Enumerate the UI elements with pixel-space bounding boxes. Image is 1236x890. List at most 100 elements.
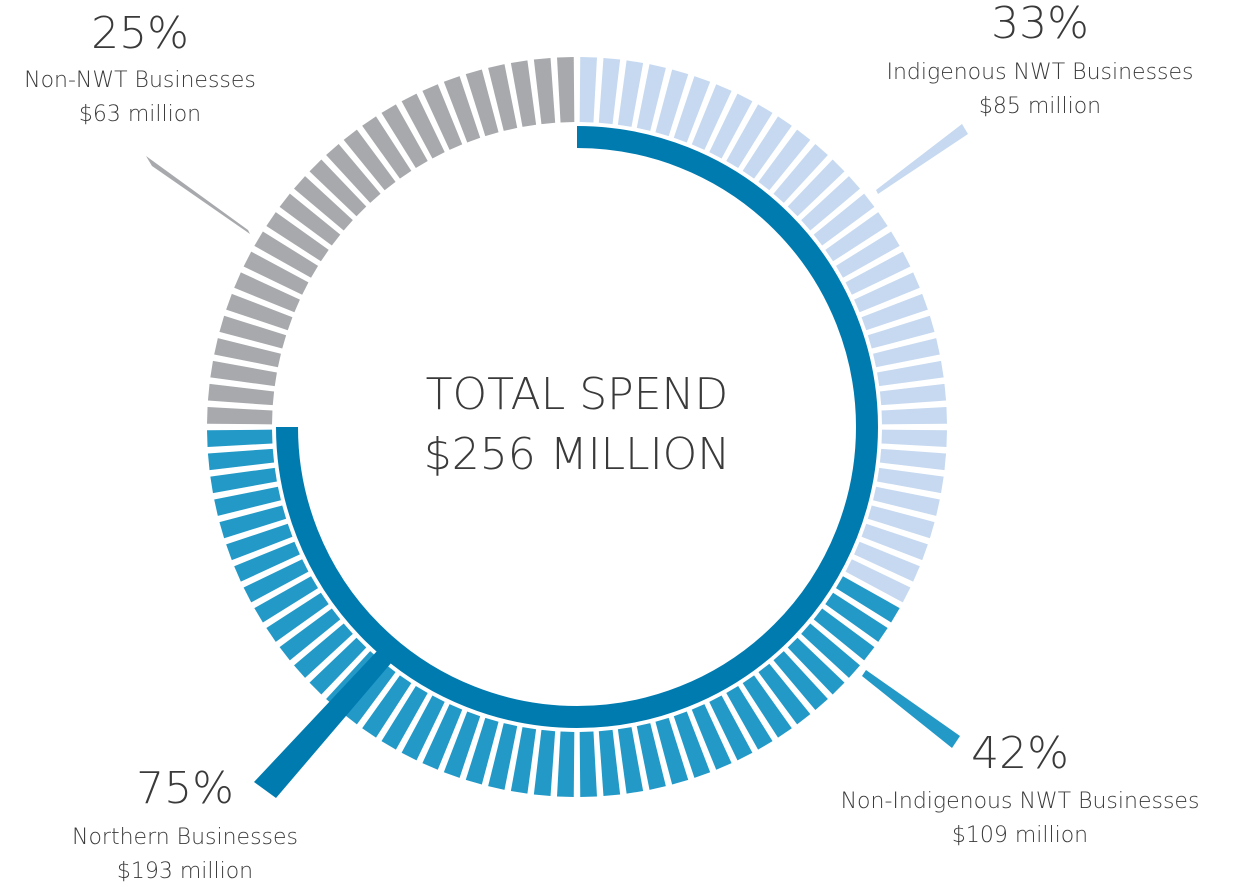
ring-segment <box>877 467 944 494</box>
ring-segment <box>234 541 300 582</box>
ring-segment <box>533 729 556 797</box>
ring-segment <box>243 251 309 295</box>
ring-segment <box>617 60 644 127</box>
ring-segment <box>443 711 481 778</box>
slice-percent: 33% <box>991 0 1089 49</box>
ring-segment <box>787 159 845 217</box>
ring-segment <box>266 212 329 262</box>
ring-segment <box>243 559 309 603</box>
ring-segment <box>742 675 792 738</box>
slice-name: Non-NWT Businesses <box>24 68 256 93</box>
ring-segment <box>226 523 293 561</box>
ring-segment <box>655 717 689 785</box>
ring-segment <box>873 338 940 368</box>
ring-segment <box>254 231 319 278</box>
ring-segment <box>422 704 463 770</box>
ring-segment <box>579 57 597 123</box>
ring-segment <box>726 104 773 169</box>
ring-segment <box>210 360 277 387</box>
ring-segment <box>598 57 621 125</box>
ring-segment <box>226 293 293 331</box>
ring-segment <box>636 723 666 790</box>
ring-segment <box>207 429 273 447</box>
ring-segment <box>214 338 281 368</box>
leader-line <box>254 650 392 798</box>
ring-segment <box>309 159 367 217</box>
ring-segment <box>309 637 367 695</box>
leader-line <box>146 156 250 234</box>
ring-segment <box>867 315 935 349</box>
ring-segment <box>813 608 875 661</box>
ring-segment <box>636 64 666 131</box>
ring-segment <box>691 84 732 150</box>
ring-segment <box>673 711 711 778</box>
ring-segment <box>279 608 341 661</box>
ring-segment <box>465 69 499 137</box>
ring-segment <box>758 663 811 725</box>
ring-segment <box>709 695 753 761</box>
ring-segment <box>488 723 518 790</box>
leader-line <box>876 124 968 194</box>
ring-segment <box>773 144 828 203</box>
ring-segment <box>294 623 353 678</box>
donut <box>207 57 947 797</box>
ring-segment <box>279 193 341 246</box>
ring-segment <box>465 717 499 785</box>
slice-amount: $85 million <box>979 94 1101 119</box>
ring-segment <box>557 57 575 123</box>
slice-amount: $63 million <box>79 102 201 127</box>
ring-segment <box>207 407 273 425</box>
inner-arc <box>276 126 878 728</box>
ring-segment <box>742 116 792 179</box>
ring-segment <box>343 663 396 725</box>
ring-segment <box>801 176 860 231</box>
ring-segment <box>655 69 689 137</box>
ring-segment <box>787 637 845 695</box>
ring-segment <box>758 129 811 191</box>
ring-segment <box>877 360 944 387</box>
ring-segment <box>533 57 556 125</box>
center-total: $256 MILLION <box>424 429 730 480</box>
ring-segment <box>294 176 353 231</box>
ring-segment <box>825 212 888 262</box>
leader-line <box>862 670 960 748</box>
ring-segment <box>861 523 928 561</box>
ring-segment <box>343 129 396 191</box>
ring-segment <box>879 383 947 406</box>
ring-segment <box>881 407 947 425</box>
ring-segment <box>510 60 537 127</box>
ring-segment <box>579 731 597 797</box>
ring-segment <box>443 76 481 143</box>
ring-segment <box>207 383 275 406</box>
ring-segment <box>266 592 329 642</box>
ring-segment <box>598 729 621 797</box>
ring-segment <box>709 93 753 159</box>
ring-segment <box>326 144 381 203</box>
ring-segment <box>726 685 773 750</box>
ring-segment <box>381 685 428 750</box>
ring-segment <box>835 231 900 278</box>
ring-segment <box>362 675 412 738</box>
ring-segment <box>617 727 644 794</box>
ring-segment <box>254 576 319 623</box>
ring-segment <box>813 193 875 246</box>
ring-segment <box>879 448 947 471</box>
slice-name: Non-Indigenous NWT Businesses <box>841 789 1200 814</box>
slice-percent: 25% <box>91 8 189 59</box>
ring-segment <box>207 448 275 471</box>
center-title: TOTAL SPEND <box>426 369 729 420</box>
ring-segment <box>219 315 287 349</box>
ring-segment <box>673 76 711 143</box>
ring-segment <box>873 486 940 516</box>
ring-segment <box>557 731 575 797</box>
ring-segment <box>214 486 281 516</box>
ring-segment <box>381 104 428 169</box>
ring-segment <box>854 272 920 313</box>
ring-segment <box>401 695 445 761</box>
slice-amount: $109 million <box>952 823 1088 848</box>
ring-segment <box>210 467 277 494</box>
ring-segment <box>845 251 911 295</box>
ring-segment <box>861 293 928 331</box>
arc-amount: $193 million <box>117 859 253 884</box>
